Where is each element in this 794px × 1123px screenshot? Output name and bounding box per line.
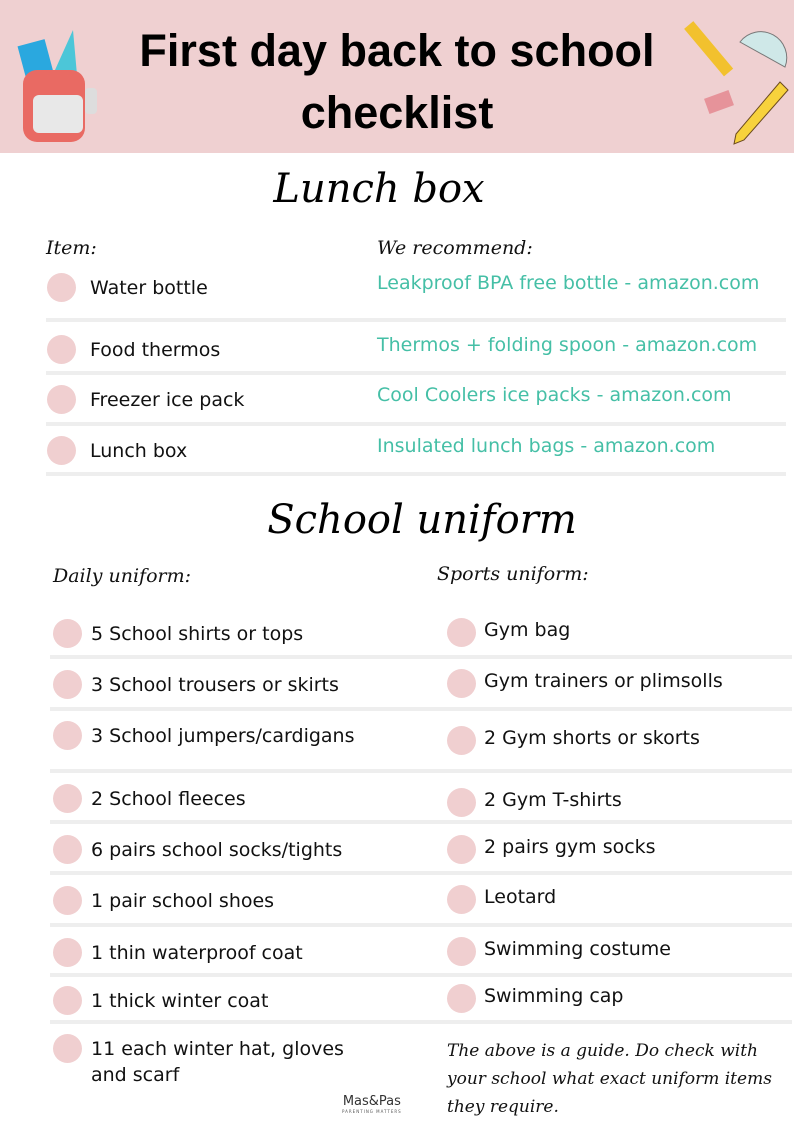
daily-item: 1 thick winter coat — [91, 990, 269, 1012]
sports-item: Swimming cap — [484, 985, 624, 1007]
item-column-label: Item: — [46, 237, 97, 259]
daily-item: 5 School shirts or tops — [91, 623, 304, 645]
lunch-heading: Lunch box — [273, 166, 485, 212]
sports-item: 2 Gym T-shirts — [484, 789, 622, 811]
sports-item: 2 pairs gym socks — [484, 836, 656, 858]
divider — [50, 820, 792, 824]
checkbox[interactable] — [53, 1034, 82, 1063]
checkbox[interactable] — [47, 273, 76, 302]
sports-uniform-label: Sports uniform: — [437, 563, 589, 585]
recommend-column-label: We recommend: — [377, 237, 533, 259]
divider — [50, 973, 792, 977]
sports-item: Leotard — [484, 886, 557, 908]
divider — [50, 655, 792, 659]
checkbox[interactable] — [53, 670, 82, 699]
checkbox[interactable] — [447, 788, 476, 817]
checkbox[interactable] — [447, 984, 476, 1013]
recommendation-link[interactable]: Insulated lunch bags - amazon.com — [377, 435, 716, 457]
recommendation-link[interactable]: Cool Coolers ice packs - amazon.com — [377, 384, 732, 406]
sports-item: 2 Gym shorts or skorts — [484, 727, 700, 749]
divider — [50, 769, 792, 773]
backpack-icon — [17, 30, 97, 142]
checkbox[interactable] — [53, 886, 82, 915]
daily-item: 11 each winter hat, gloves and scarf — [91, 1038, 344, 1086]
eraser-icon — [704, 90, 734, 114]
ruler-icon — [684, 21, 734, 77]
item-label: Water bottle — [90, 277, 208, 299]
divider — [46, 318, 786, 322]
divider — [50, 923, 792, 927]
daily-item: 1 pair school shoes — [91, 890, 275, 912]
uniform-note: The above is a guide. Do check with your… — [447, 1041, 772, 1117]
divider — [46, 472, 786, 476]
page-title: First day back to school checklist — [139, 25, 655, 138]
checkbox[interactable] — [53, 784, 82, 813]
checkbox[interactable] — [47, 436, 76, 465]
daily-item: 3 School trousers or skirts — [91, 674, 339, 696]
checkbox[interactable] — [447, 726, 476, 755]
checkbox[interactable] — [53, 619, 82, 648]
header-banner: First day back to school checklist — [0, 0, 794, 153]
sports-item: Swimming costume — [484, 938, 671, 960]
checkbox[interactable] — [447, 669, 476, 698]
pencil-icon — [733, 81, 789, 145]
item-label: Food thermos — [90, 339, 221, 361]
divider — [50, 707, 792, 711]
divider — [46, 371, 786, 375]
checkbox[interactable] — [447, 937, 476, 966]
daily-item: 2 School fleeces — [91, 788, 246, 810]
uniform-heading: School uniform — [267, 497, 577, 543]
checkbox[interactable] — [53, 986, 82, 1015]
checkbox[interactable] — [47, 385, 76, 414]
item-label: Lunch box — [90, 440, 188, 462]
checkbox[interactable] — [53, 721, 82, 750]
checkbox[interactable] — [53, 835, 82, 864]
sports-item: Gym trainers or plimsolls — [484, 670, 723, 692]
item-label: Freezer ice pack — [90, 389, 245, 411]
checkbox[interactable] — [47, 335, 76, 364]
recommendation-link[interactable]: Leakproof BPA free bottle - amazon.com — [377, 272, 760, 294]
protractor-icon — [739, 31, 788, 68]
daily-item: 1 thin waterproof coat — [91, 942, 303, 964]
checkbox[interactable] — [447, 618, 476, 647]
checkbox[interactable] — [447, 885, 476, 914]
divider — [50, 871, 792, 875]
recommendation-link[interactable]: Thermos + folding spoon - amazon.com — [377, 334, 758, 356]
masandpas-logo: Mas&Pas PARENTING MATTERS — [342, 1094, 402, 1114]
daily-uniform-label: Daily uniform: — [53, 565, 192, 587]
checkbox[interactable] — [53, 938, 82, 967]
divider — [46, 422, 786, 426]
checkbox[interactable] — [447, 835, 476, 864]
daily-item: 6 pairs school socks/tights — [91, 839, 343, 861]
daily-item: 3 School jumpers/cardigans — [91, 725, 355, 747]
sports-item: Gym bag — [484, 619, 571, 641]
divider — [50, 1020, 792, 1024]
